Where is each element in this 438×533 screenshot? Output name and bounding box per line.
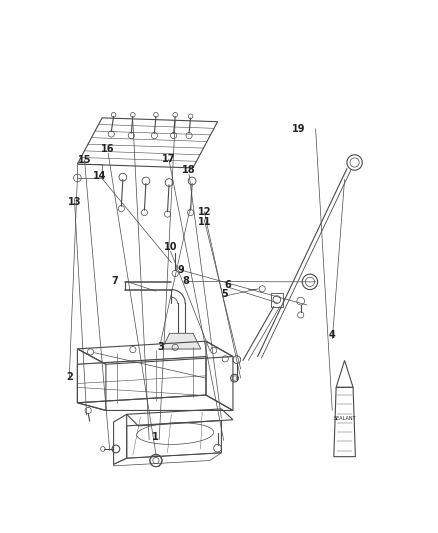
Text: 3: 3 xyxy=(157,342,164,352)
Text: 5: 5 xyxy=(221,289,228,299)
Text: 4: 4 xyxy=(329,330,336,340)
Text: 1: 1 xyxy=(152,432,159,442)
Text: 10: 10 xyxy=(164,241,177,252)
Text: 13: 13 xyxy=(67,197,81,207)
Polygon shape xyxy=(162,334,201,349)
Text: 12: 12 xyxy=(198,207,211,217)
Text: 6: 6 xyxy=(224,280,231,290)
Text: 9: 9 xyxy=(177,265,184,275)
Text: 2: 2 xyxy=(66,372,73,382)
Text: 16: 16 xyxy=(101,144,115,155)
Text: SEALANT: SEALANT xyxy=(333,416,356,421)
Text: 7: 7 xyxy=(112,277,118,286)
Text: 14: 14 xyxy=(93,171,106,181)
Text: 15: 15 xyxy=(78,155,91,165)
Text: 11: 11 xyxy=(198,217,211,227)
Text: 19: 19 xyxy=(292,124,305,134)
Text: 18: 18 xyxy=(182,165,196,175)
Text: 17: 17 xyxy=(162,154,176,164)
Text: 8: 8 xyxy=(182,277,189,286)
